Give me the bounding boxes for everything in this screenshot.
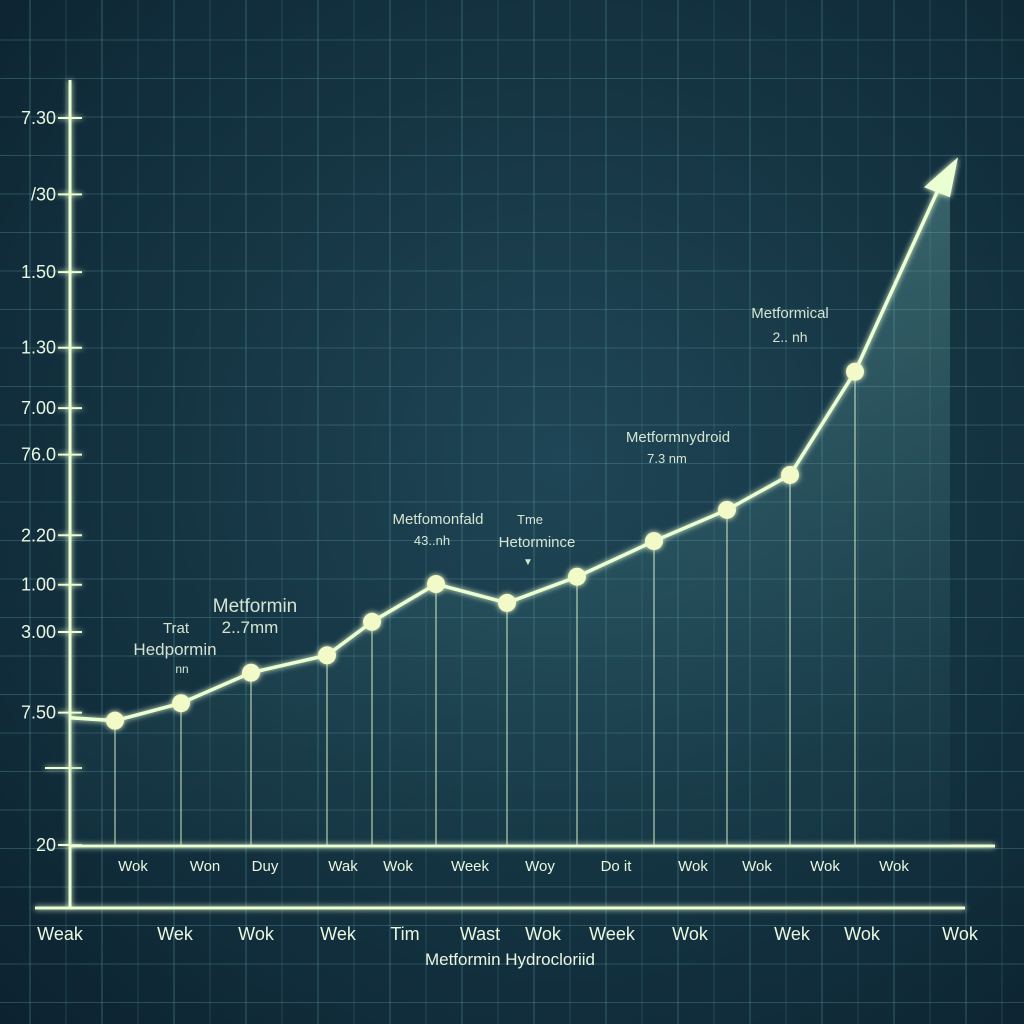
data-point — [846, 362, 864, 381]
x-tick-label-outer: Wok — [844, 924, 881, 944]
data-point — [363, 612, 381, 631]
data-point — [172, 694, 190, 713]
x-tick-label-outer: Wast — [460, 924, 500, 944]
x-tick-label-outer: Wok — [672, 924, 709, 944]
x-tick-label-inner: Do it — [601, 858, 633, 875]
x-tick-label-inner: Wok — [678, 858, 708, 875]
x-tick-label-inner: Wok — [810, 858, 840, 875]
x-tick-label-outer: Wok — [238, 924, 275, 944]
data-point — [781, 465, 799, 484]
x-tick-label-outer: Wek — [157, 924, 194, 944]
x-tick-label-inner: Wok — [742, 858, 772, 875]
y-tick-label: 7.00 — [21, 398, 56, 418]
annotation-label: Tme — [517, 512, 543, 527]
x-axis-label: Metformin Hydrocloriid — [425, 950, 595, 969]
x-tick-label-outer: Wok — [525, 924, 562, 944]
annotation-label: Metformin — [213, 596, 297, 617]
data-point — [427, 575, 445, 594]
x-tick-label-inner: Won — [190, 858, 221, 875]
y-tick-label: 1.50 — [21, 262, 56, 282]
series-line-group — [69, 157, 958, 730]
series-line — [69, 180, 944, 723]
x-tick-label-inner: Duy — [252, 858, 279, 875]
x-tick-label-inner: Wok — [383, 858, 413, 875]
annotation-label: Metfomonfald — [393, 511, 484, 528]
data-point — [645, 532, 663, 551]
y-tick-label: 7.30 — [21, 108, 56, 128]
x-tick-label-outer: Wek — [320, 924, 357, 944]
x-tick-label-outer: Tim — [390, 924, 419, 944]
y-tick-label: 76.0 — [21, 445, 56, 465]
data-point — [498, 593, 516, 612]
y-tick-label: 20 — [36, 835, 56, 855]
x-tick-label-inner: Woy — [525, 858, 555, 875]
x-tick-label-outer: Week — [589, 924, 636, 944]
arrow-head — [924, 157, 958, 198]
x-tick-label-outer: Wek — [774, 924, 811, 944]
y-tick-label: 3.00 — [21, 622, 56, 642]
annotation-label: Hetormince — [499, 534, 576, 551]
annotation-label: 2..7mm — [222, 618, 279, 637]
x-tick-label-outer: Weak — [37, 924, 84, 944]
annotation-label: ▼ — [523, 557, 533, 568]
data-point — [718, 500, 736, 519]
y-tick-label: 1.00 — [21, 575, 56, 595]
y-tick-label: 1.30 — [21, 338, 56, 358]
annotation-label: 43..nh — [414, 533, 450, 548]
y-tick-label: 7.50 — [21, 703, 56, 723]
data-point — [242, 663, 260, 682]
annotation-label: Metformical — [751, 305, 829, 322]
x-tick-label-outer: Wok — [942, 924, 979, 944]
x-tick-label-inner: Wak — [328, 858, 358, 875]
x-tick-label-inner: Wok — [879, 858, 909, 875]
annotation-label: 7.3 nm — [647, 451, 687, 466]
y-tick-label: /30 — [31, 184, 56, 204]
annotation-label: Trat — [163, 620, 190, 637]
y-tick-label: 2.20 — [21, 525, 56, 545]
data-point — [568, 567, 586, 586]
annotation-label: 2.. nh — [772, 329, 807, 345]
x-tick-label-inner: Wok — [118, 858, 148, 875]
annotation-label: Hedpormin — [133, 640, 216, 659]
annotation-label: Metformnydroid — [626, 429, 730, 446]
x-tick-label-inner: Week — [451, 858, 490, 875]
area-fill — [70, 165, 950, 845]
data-point — [318, 646, 336, 665]
annotation-label: nn — [175, 662, 188, 676]
data-point — [106, 711, 124, 730]
